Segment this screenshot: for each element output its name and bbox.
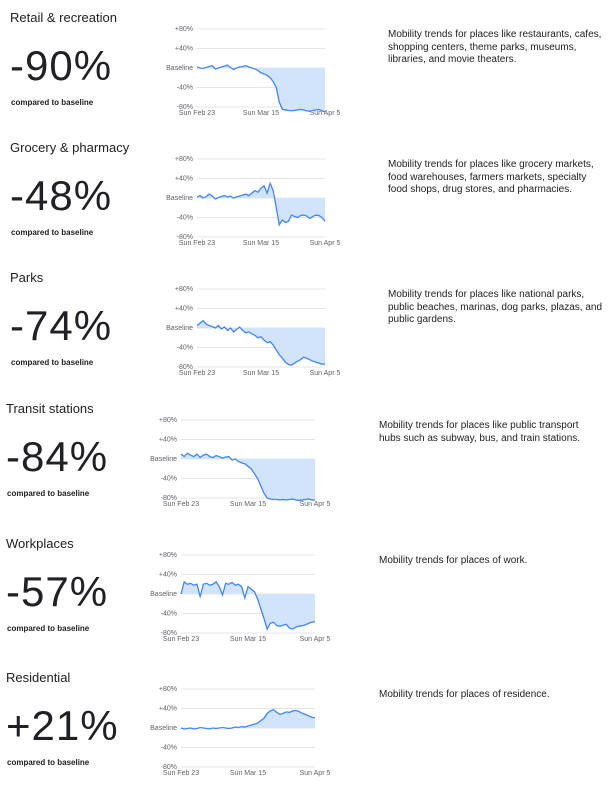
subtitle: compared to baseline — [7, 489, 90, 498]
section: Residential +21% compared to baseline Mobil… — [0, 660, 608, 790]
x-tick-label: Sun Feb 23 — [179, 370, 215, 377]
x-tick-label: Sun Feb 23 — [163, 636, 199, 643]
y-tick-label: -40% — [161, 610, 177, 617]
section-title: Transit stations — [6, 401, 94, 416]
x-tick-label: Sun Mar 15 — [230, 501, 266, 508]
x-tick-label: Sun Apr 5 — [300, 770, 331, 777]
headline: -57% — [6, 568, 109, 615]
description: Mobility trends for places like national… — [388, 289, 603, 325]
y-tick-label: Baseline — [166, 325, 193, 332]
y-tick-label: +80% — [159, 686, 177, 693]
x-tick-label: Sun Feb 23 — [163, 501, 199, 508]
y-tick-label: -40% — [161, 744, 177, 751]
headline: -74% — [10, 302, 113, 349]
y-tick-label: Baseline — [150, 725, 177, 732]
x-tick-label: Sun Apr 5 — [310, 110, 341, 117]
y-tick-label: -80% — [161, 630, 177, 637]
y-tick-label: +40% — [159, 436, 177, 443]
y-tick-label: Baseline — [166, 195, 193, 202]
section-title: Retail & recreation — [10, 10, 117, 25]
area — [197, 320, 325, 366]
description: Mobility trends for places of residence. — [379, 689, 550, 700]
chart: +80% +40% Baseline -40% -80%Sun Feb 23 Sun Ma… — [150, 552, 331, 643]
y-tick-label: +40% — [175, 45, 193, 52]
line — [180, 708, 316, 730]
y-tick-label: Baseline — [150, 591, 177, 598]
line — [196, 181, 326, 227]
y-tick-label: -40% — [177, 84, 193, 91]
x-tick-label: Sun Feb 23 — [163, 770, 199, 777]
description: Mobility trends for places like restaura… — [388, 29, 602, 65]
y-tick-label: -80% — [161, 764, 177, 771]
x-tick-label: Sun Mar 15 — [243, 110, 279, 117]
chart: +80% +40% Baseline -40% -80%Sun Feb 23 Sun Ma… — [150, 417, 331, 508]
y-tick-label: -40% — [177, 344, 193, 351]
area — [197, 183, 325, 225]
x-tick-label: Sun Mar 15 — [230, 770, 266, 777]
y-tick-label: -80% — [177, 234, 193, 241]
y-tick-label: +40% — [159, 705, 177, 712]
line — [180, 452, 315, 502]
area — [181, 453, 315, 501]
x-tick-label: Sun Mar 15 — [243, 240, 279, 247]
y-tick-label: +80% — [159, 417, 177, 424]
description: Mobility trends for places like public t… — [379, 420, 581, 444]
subtitle: compared to baseline — [11, 358, 94, 367]
description: Mobility trends for places of work. — [379, 555, 528, 566]
line — [180, 580, 316, 631]
description: Mobility trends for places like grocery … — [388, 159, 594, 195]
y-tick-label: Baseline — [150, 456, 177, 463]
y-tick-label: -40% — [177, 214, 193, 221]
x-tick-label: Sun Mar 15 — [230, 636, 266, 643]
chart: +80% +40% Baseline -40% -80%Sun Feb 23 Sun Ma… — [166, 26, 341, 117]
chart: +80% +40% Baseline -40% -80%Sun Feb 23 Sun Ma… — [166, 286, 341, 377]
x-tick-label: Sun Apr 5 — [300, 501, 331, 508]
section: Parks -74% compared to baseline Mobility tr… — [0, 260, 608, 390]
headline: -48% — [10, 172, 113, 219]
section-title: Parks — [10, 270, 44, 285]
y-tick-label: -40% — [161, 475, 177, 482]
subtitle: compared to baseline — [7, 624, 90, 633]
area — [197, 65, 325, 112]
x-tick-label: Sun Apr 5 — [310, 240, 341, 247]
y-tick-label: -80% — [177, 104, 193, 111]
chart: +80% +40% Baseline -40% -80%Sun Feb 23 Sun Ma… — [150, 686, 331, 777]
y-tick-label: +40% — [175, 175, 193, 182]
x-tick-label: Sun Apr 5 — [300, 636, 331, 643]
headline: +21% — [6, 702, 119, 749]
section-title: Workplaces — [6, 536, 74, 551]
y-tick-label: -80% — [161, 495, 177, 502]
y-tick-label: -80% — [177, 364, 193, 371]
section: Transit stations -84% compared to baseline… — [0, 391, 608, 521]
section-title: Residential — [6, 670, 71, 685]
chart: +80% +40% Baseline -40% -80%Sun Feb 23 Sun Ma… — [166, 156, 341, 247]
headline: -84% — [6, 433, 109, 480]
section: Retail & recreation -90% compared to basel… — [0, 0, 608, 130]
section-title: Grocery & pharmacy — [10, 140, 130, 155]
x-tick-label: Sun Apr 5 — [310, 370, 341, 377]
line — [196, 64, 326, 113]
y-tick-label: +40% — [175, 305, 193, 312]
y-tick-label: +80% — [175, 26, 193, 33]
y-tick-label: +80% — [159, 552, 177, 559]
subtitle: compared to baseline — [11, 228, 94, 237]
headline: -90% — [10, 42, 113, 89]
subtitle: compared to baseline — [7, 758, 90, 767]
line — [196, 319, 325, 366]
y-tick-label: Baseline — [166, 65, 193, 72]
y-tick-label: +80% — [175, 286, 193, 293]
section: Workplaces -57% compared to baseline Mobili… — [0, 526, 608, 656]
y-tick-label: +80% — [175, 156, 193, 163]
x-tick-label: Sun Feb 23 — [179, 110, 215, 117]
section: Grocery & pharmacy -48% compared to baseli… — [0, 130, 608, 260]
x-tick-label: Sun Mar 15 — [243, 370, 279, 377]
x-tick-label: Sun Feb 23 — [179, 240, 215, 247]
area — [181, 581, 315, 630]
y-tick-label: +40% — [159, 571, 177, 578]
subtitle: compared to baseline — [11, 98, 94, 107]
